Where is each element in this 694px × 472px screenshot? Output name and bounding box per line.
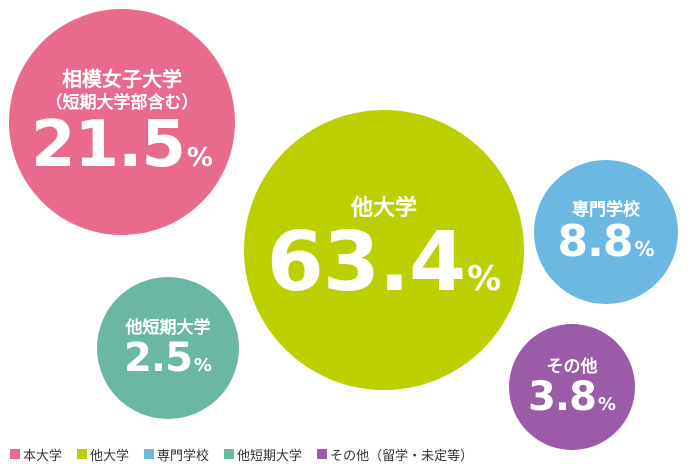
bubble-unit: % — [193, 355, 212, 377]
bubble-vocational-school: 専門学校 8.8% — [534, 160, 678, 304]
legend-label: 専門学校 — [157, 448, 210, 464]
legend-swatch — [144, 449, 155, 459]
bubble-unit: % — [186, 143, 213, 174]
legend-item: 他短期大学 — [224, 445, 302, 464]
bubble-value-row: 63.4% — [267, 222, 501, 304]
bubble-unit: % — [467, 259, 502, 300]
legend-item: 専門学校 — [144, 445, 209, 464]
bubble-sagami-joshi: 相模女子大学 （短期大学部含む） 21.5% — [9, 9, 235, 235]
bubble-other: その他 3.8% — [509, 324, 635, 450]
bubble-value: 2.5 — [124, 335, 193, 382]
bubble-label: 相模女子大学 — [62, 66, 182, 91]
legend-label: 他短期大学 — [237, 448, 303, 464]
bubble-other-university: 他大学 63.4% — [244, 110, 524, 390]
legend-item: 他大学 — [77, 445, 129, 464]
bubble-label: 他大学 — [350, 195, 417, 221]
legend-label: その他（留学・未定等） — [330, 448, 474, 464]
legend-label: 本大学 — [23, 448, 63, 464]
bubble-unit: % — [597, 394, 616, 416]
bubble-value-row: 8.8% — [558, 220, 655, 264]
bubble-label: 他短期大学 — [125, 317, 211, 338]
bubble-value-row: 21.5% — [31, 113, 213, 177]
bubble-value-row: 3.8% — [528, 377, 616, 417]
legend-label: 他大学 — [90, 448, 130, 464]
legend: 本大学 他大学 専門学校 他短期大学 その他（留学・未定等） — [10, 444, 488, 464]
bubble-value: 21.5 — [31, 108, 186, 183]
bubble-label: その他 — [546, 356, 598, 377]
bubble-value: 8.8 — [557, 216, 634, 268]
legend-swatch — [317, 449, 328, 459]
bubble-value: 63.4 — [266, 215, 466, 311]
legend-swatch — [224, 449, 235, 459]
legend-item: 本大学 — [10, 445, 62, 464]
bubble-unit: % — [634, 237, 655, 262]
bubble-value-row: 2.5% — [124, 338, 212, 378]
bubble-other-junior-college: 他短期大学 2.5% — [97, 277, 239, 419]
bubble-sublabel: （短期大学部含む） — [45, 92, 199, 113]
bubble-value: 3.8 — [528, 374, 597, 421]
legend-swatch — [10, 449, 20, 459]
legend-item: その他（留学・未定等） — [317, 445, 473, 464]
bubble-label: 専門学校 — [572, 199, 640, 220]
legend-swatch — [77, 449, 88, 459]
